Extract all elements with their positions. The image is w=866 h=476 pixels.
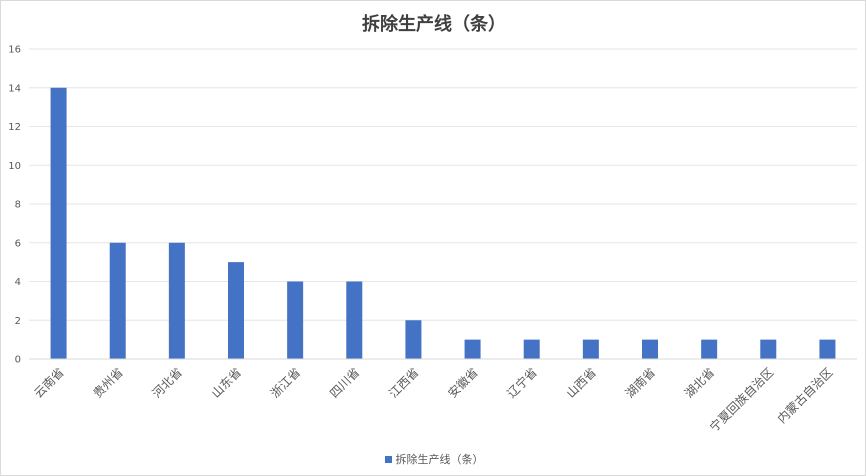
bar-6 xyxy=(346,281,363,359)
x-category-label: 浙江省 xyxy=(268,365,303,400)
bar-5 xyxy=(287,281,304,359)
chart-title: 拆除生产线（条） xyxy=(362,14,506,35)
y-tick-label: 4 xyxy=(15,277,21,288)
y-axis-ticks: 0 2 4 6 8 10 12 14 16 xyxy=(8,45,21,366)
bar-3 xyxy=(168,242,185,359)
bar-7 xyxy=(405,320,422,359)
x-category-label: 辽宁省 xyxy=(504,365,540,401)
legend: 拆除生产线（条） xyxy=(1,451,866,467)
bar-11 xyxy=(642,339,658,359)
y-tick-label: 14 xyxy=(8,83,21,94)
y-tick-label: 0 xyxy=(15,355,21,366)
bar-13 xyxy=(760,339,777,359)
y-tick-label: 8 xyxy=(15,200,21,211)
x-category-label: 四川省 xyxy=(327,365,362,400)
y-tick-label: 12 xyxy=(8,122,21,133)
bar-8 xyxy=(464,339,481,359)
bar-10 xyxy=(582,339,599,359)
y-tick-label: 16 xyxy=(8,45,21,56)
bar-2 xyxy=(109,242,126,359)
bars xyxy=(50,87,836,359)
bar-4 xyxy=(228,262,244,359)
x-category-label: 云南省 xyxy=(31,365,67,401)
x-category-label: 河北省 xyxy=(150,365,185,400)
y-tick-label: 2 xyxy=(15,316,21,327)
x-category-label: 湖南省 xyxy=(622,365,658,401)
bar-9 xyxy=(523,339,540,359)
legend-swatch xyxy=(384,456,392,463)
y-tick-label: 10 xyxy=(8,161,21,172)
x-category-label: 江西省 xyxy=(386,365,421,400)
gridlines xyxy=(29,48,857,321)
x-axis-labels: 云南省 贵州省 河北省 山东省 浙江省 四川省 江西省 安徽省 辽宁省 山西省 湖南省 湖北省宁夏回族… xyxy=(31,365,836,435)
bar-12 xyxy=(701,339,718,359)
chart-plot: 0 2 4 6 8 10 12 14 16 云南省 贵州省 河北省 山东省 浙江省 四川省 江西省 安徽省 辽宁… xyxy=(8,45,857,435)
x-category-label: 山西省 xyxy=(564,365,599,400)
x-category-label: 安徽省 xyxy=(445,365,481,401)
x-category-label: 内蒙古自治区 xyxy=(774,365,836,427)
y-tick-label: 6 xyxy=(15,238,21,249)
bar-1 xyxy=(50,87,67,359)
bar-14 xyxy=(819,339,836,359)
x-category-label: 贵州省 xyxy=(90,365,125,400)
legend-label: 拆除生产线（条） xyxy=(395,453,484,466)
x-category-label: 山东省 xyxy=(209,365,244,400)
x-category-label: 湖北省 xyxy=(681,365,717,401)
